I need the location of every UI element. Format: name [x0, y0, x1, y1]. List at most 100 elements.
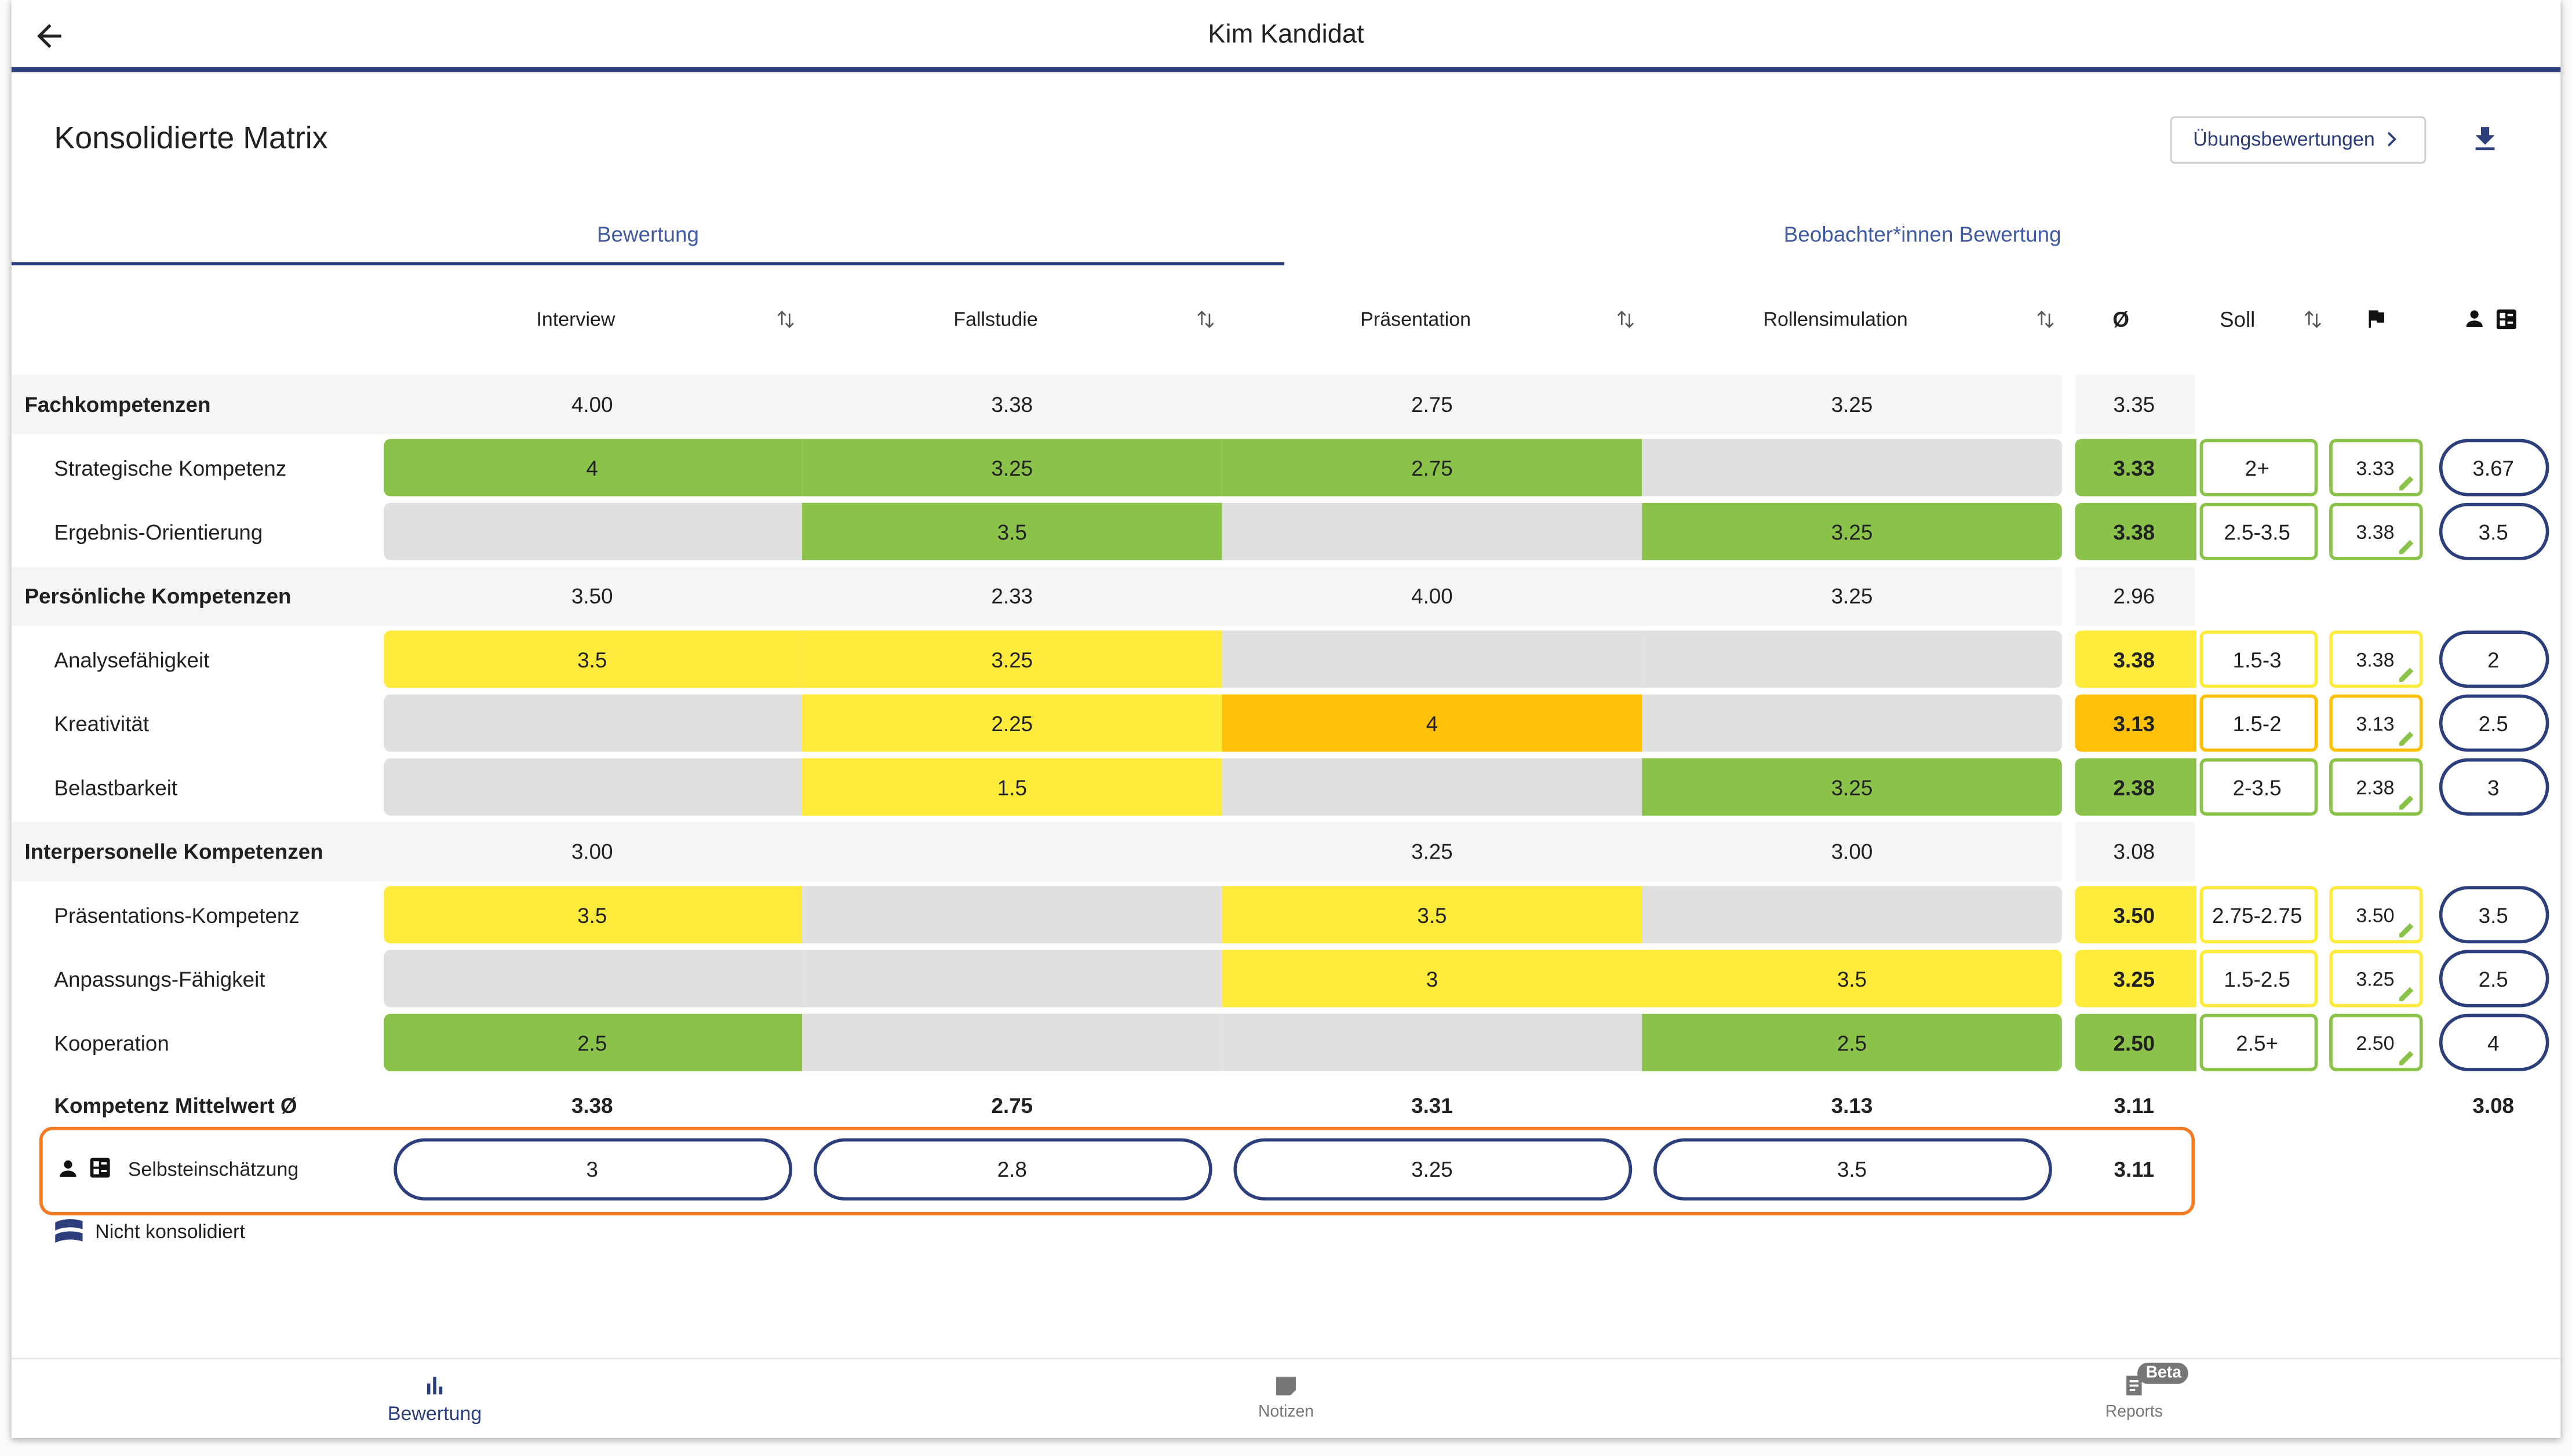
group-value: 4.00 [1411, 583, 1453, 609]
group-avg: 3.35 [2113, 392, 2155, 417]
score-value: 3.5 [1417, 903, 1447, 928]
row-name: Kooperation [54, 1031, 169, 1056]
score-value: 3 [1426, 967, 1438, 992]
avg-cell [2075, 1013, 2196, 1071]
avg-cell [2075, 502, 2196, 560]
person-icon [2462, 306, 2486, 331]
score-cell [1222, 758, 1642, 816]
self-assessment-avg: 3.11 [2114, 1157, 2155, 1182]
score-value: 3.5 [1837, 967, 1867, 992]
observer-cell[interactable] [2329, 502, 2423, 560]
observer-cell[interactable] [2329, 694, 2423, 752]
edit-icon[interactable] [2396, 535, 2418, 557]
mean-value: 3.13 [1831, 1093, 1873, 1118]
observer-value[interactable]: 3.38 [2356, 520, 2395, 544]
group-value: 3.50 [571, 583, 613, 609]
score-value: 3.5 [577, 647, 607, 673]
score-value: 3.5 [577, 903, 607, 928]
row-name: Kreativität [54, 711, 150, 736]
self-assessment-input[interactable] [1653, 1138, 2052, 1201]
nav-icon[interactable] [421, 1373, 447, 1399]
edit-icon[interactable] [2396, 919, 2418, 940]
tab[interactable]: Bewertung [597, 222, 699, 247]
score-cell [802, 630, 1222, 688]
exercise-button-label[interactable]: Übungsbewertungen [2193, 127, 2375, 151]
group-value: 2.75 [1411, 392, 1453, 417]
flag-icon [2364, 306, 2388, 331]
edit-icon[interactable] [2396, 472, 2418, 493]
column-header: Soll [2219, 307, 2256, 332]
edit-icon[interactable] [2396, 983, 2418, 1004]
sort-icon[interactable] [2034, 308, 2057, 331]
sort-icon[interactable] [2301, 308, 2325, 331]
edit-icon[interactable] [2396, 1046, 2418, 1068]
score-cell [384, 1013, 803, 1071]
self-cell [2439, 950, 2549, 1008]
nav-icon[interactable] [2121, 1373, 2147, 1399]
sort-icon[interactable] [774, 308, 797, 331]
sort-icon[interactable] [1614, 308, 1637, 331]
self-cell [2439, 758, 2549, 816]
score-cell [802, 1013, 1222, 1071]
card-icon [2493, 306, 2519, 333]
avg-value: 3.50 [2113, 903, 2155, 928]
row-name: Analysefähigkeit [54, 647, 210, 673]
mean-self: 3.08 [2472, 1093, 2515, 1118]
mean-value: 3.31 [1411, 1093, 1453, 1118]
score-cell [384, 950, 803, 1008]
tab[interactable]: Beobachter*innen Bewertung [1783, 222, 2061, 247]
soll-value: 2.75-2.75 [2212, 903, 2303, 928]
self-value: 3.67 [2472, 456, 2515, 481]
self-assessment-value[interactable]: 2.8 [997, 1157, 1027, 1182]
observer-value[interactable]: 3.33 [2356, 457, 2395, 480]
self-assessment-input[interactable] [394, 1138, 793, 1201]
edit-icon[interactable] [2396, 727, 2418, 749]
edit-icon[interactable] [2396, 791, 2418, 812]
score-cell [802, 950, 1222, 1008]
self-value: 3 [2487, 775, 2500, 800]
soll-value: 1.5-3 [2232, 647, 2282, 673]
chevron[interactable] [2378, 126, 2405, 152]
self-cell [2439, 439, 2549, 497]
back-button[interactable] [31, 18, 67, 54]
soll-value: 1.5-2.5 [2224, 967, 2290, 992]
self-value: 2.5 [2478, 711, 2508, 736]
observer-cell[interactable] [2329, 630, 2423, 688]
score-cell [1642, 1013, 2062, 1071]
group-avg-cell [2075, 375, 2195, 435]
observer-cell[interactable] [2329, 1013, 2423, 1071]
column-header: Ø [2112, 307, 2130, 332]
observer-value[interactable]: 3.25 [2356, 968, 2395, 991]
group-value: 3.25 [1831, 392, 1873, 417]
legend-icon [51, 1217, 87, 1250]
nav-icon[interactable] [1273, 1373, 1299, 1399]
mean-avg: 3.11 [2114, 1093, 2155, 1118]
self-assessment-value[interactable]: 3.25 [1411, 1157, 1453, 1182]
download-button[interactable] [2469, 123, 2502, 156]
self-assessment-input[interactable] [1233, 1138, 1633, 1201]
observer-value[interactable]: 3.13 [2356, 712, 2395, 736]
observer-cell[interactable] [2329, 886, 2423, 944]
observer-value[interactable]: 3.50 [2356, 904, 2395, 927]
observer-cell[interactable] [2329, 439, 2423, 497]
self-assessment-value[interactable]: 3.5 [1837, 1157, 1867, 1182]
score-cell [384, 630, 803, 688]
observer-value[interactable]: 3.38 [2356, 648, 2395, 672]
exercise-button[interactable] [2170, 116, 2427, 164]
self-assessment-input[interactable] [813, 1138, 1212, 1201]
nav-label[interactable]: Bewertung [387, 1402, 482, 1425]
avg-value: 3.25 [2113, 967, 2155, 992]
observer-value[interactable]: 2.50 [2356, 1031, 2395, 1055]
group-value: 3.25 [1831, 583, 1873, 609]
score-cell [384, 694, 803, 752]
row-name: Ergebnis-Orientierung [54, 520, 263, 545]
sort-icon[interactable] [1194, 308, 1218, 331]
observer-cell[interactable] [2329, 950, 2423, 1008]
observer-cell[interactable] [2329, 758, 2423, 816]
person-icon [56, 1156, 80, 1181]
self-assessment-value[interactable]: 3 [586, 1157, 599, 1182]
observer-value[interactable]: 2.38 [2356, 776, 2395, 800]
nav-label[interactable]: Reports [2105, 1403, 2163, 1422]
nav-label[interactable]: Notizen [1258, 1403, 1314, 1422]
edit-icon[interactable] [2396, 663, 2418, 685]
